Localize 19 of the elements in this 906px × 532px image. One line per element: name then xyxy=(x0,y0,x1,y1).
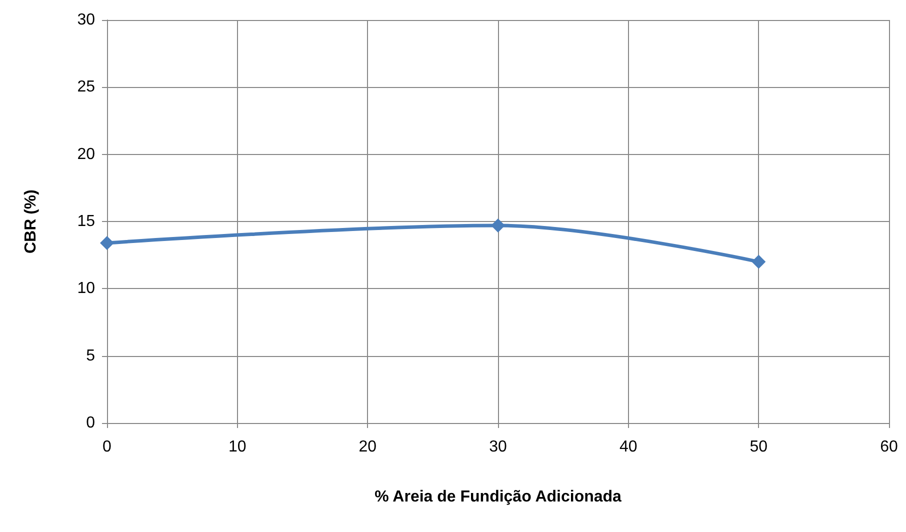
y-tick-label: 25 xyxy=(77,78,96,96)
point xyxy=(100,236,114,250)
x-axis-title: % Areia de Fundição Adicionada xyxy=(374,488,622,506)
y-tick-label: 10 xyxy=(77,280,96,298)
x-tick-label: 40 xyxy=(619,438,638,456)
y-tick-label: 15 xyxy=(77,213,96,230)
x-tick-label: 60 xyxy=(880,438,898,456)
point xyxy=(491,218,505,233)
x-tick-label: 30 xyxy=(489,438,507,456)
y-tick-label: 20 xyxy=(77,146,96,163)
y-tick-label: 30 xyxy=(77,12,96,28)
x-tick-label: 10 xyxy=(228,438,246,456)
y-tick-label: 0 xyxy=(86,414,96,432)
x-tick-label: 50 xyxy=(750,438,768,456)
x-tick-label: 0 xyxy=(102,438,112,456)
y-axis-title: CBR (%) xyxy=(22,190,40,254)
point xyxy=(752,254,766,269)
x-tick-label: 20 xyxy=(358,438,377,456)
y-tick-label: 5 xyxy=(86,347,96,364)
